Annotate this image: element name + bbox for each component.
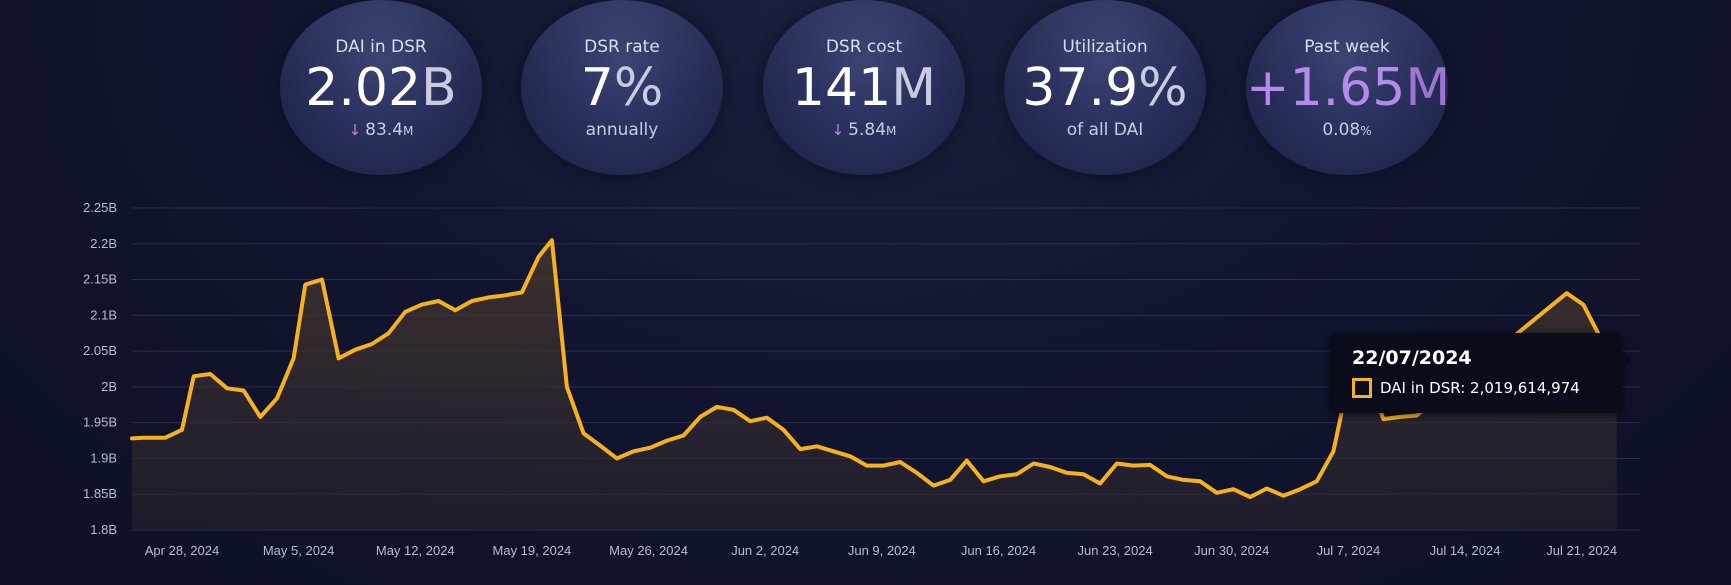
stats-row: DAI in DSR 2.02B ↓ 83.4M DSR rate 7% annu…: [0, 0, 1731, 175]
stat-subtext: of all DAI: [1066, 120, 1144, 140]
y-tick-label: 1.95B: [83, 415, 117, 430]
x-tick-label: Jun 23, 2024: [1078, 543, 1153, 558]
series-line-dai-in-dsr: [130, 238, 1619, 500]
stat-change: 0.08%: [1322, 120, 1372, 140]
arrow-down-icon: ↓: [831, 121, 845, 139]
y-tick-label: 2.15B: [83, 272, 117, 287]
dai-in-dsr-chart: 1.8B 1.85B 1.9B 1.95B 2B 2.05B 2.1B 2.15B 2.2B 2.…: [83, 200, 1640, 558]
arrow-down-icon: ↓: [348, 121, 362, 139]
x-tick-label: Jul 14, 2024: [1430, 543, 1501, 558]
x-tick-label: Jun 9, 2024: [848, 543, 916, 558]
x-tick-label: May 19, 2024: [493, 543, 572, 558]
legend-swatch-icon: [1352, 378, 1372, 398]
y-axis: 1.8B 1.85B 1.9B 1.95B 2B 2.05B 2.1B 2.15B 2.2B 2.…: [83, 200, 117, 537]
tooltip-series-label: DAI in DSR:: [1380, 379, 1471, 397]
stat-utilization: Utilization 37.9% of all DAI: [1004, 0, 1206, 175]
stat-past-week: Past week +1.65M 0.08%: [1246, 0, 1448, 175]
y-tick-label: 2.25B: [83, 200, 117, 215]
y-tick-label: 2.05B: [83, 343, 117, 358]
tooltip-date: 22/07/2024: [1352, 347, 1472, 369]
x-tick-label: Jul 7, 2024: [1317, 543, 1381, 558]
stat-label: DSR rate: [584, 37, 660, 57]
stat-value: +1.65M: [1246, 58, 1448, 118]
y-tick-label: 2.2B: [90, 236, 117, 251]
x-tick-label: Jun 16, 2024: [961, 543, 1036, 558]
stat-dsr-rate: DSR rate 7% annually: [521, 0, 723, 175]
x-tick-label: Apr 28, 2024: [145, 543, 219, 558]
stat-value: 141M: [791, 58, 937, 118]
stat-label: DSR cost: [825, 37, 903, 57]
y-tick-label: 2.1B: [90, 307, 117, 322]
chart-tooltip: 22/07/2024 DAI in DSR: 2,019,614,974: [1330, 333, 1622, 413]
x-tick-label: Jul 21, 2024: [1546, 543, 1617, 558]
stat-subtext: annually: [585, 120, 659, 140]
x-axis: Apr 28, 2024 May 5, 2024 May 12, 2024 May 1…: [145, 543, 1617, 558]
stat-dai-in-dsr: DAI in DSR 2.02B ↓ 83.4M: [280, 0, 482, 175]
stat-value: 2.02B: [305, 58, 457, 118]
stat-label: Past week: [1304, 37, 1390, 57]
x-tick-label: May 12, 2024: [376, 543, 455, 558]
x-tick-label: Jun 2, 2024: [731, 543, 799, 558]
x-tick-label: May 26, 2024: [609, 543, 688, 558]
stat-label: Utilization: [1062, 37, 1148, 57]
y-tick-label: 1.85B: [83, 486, 117, 501]
y-tick-label: 2B: [101, 379, 117, 394]
series-area-dai-in-dsr: [132, 240, 1617, 530]
tooltip-pointer: [1619, 348, 1631, 372]
x-tick-label: Jun 30, 2024: [1194, 543, 1269, 558]
y-tick-label: 1.9B: [90, 450, 117, 465]
tooltip-value: 2,019,614,974: [1470, 379, 1580, 397]
tooltip-row: DAI in DSR: 2,019,614,974: [1352, 378, 1580, 398]
stat-dsr-cost: DSR cost 141M ↓ 5.84M: [763, 0, 965, 175]
x-tick-label: May 5, 2024: [263, 543, 335, 558]
stat-value: 7%: [580, 58, 664, 118]
y-tick-label: 1.8B: [90, 522, 117, 537]
stat-label: DAI in DSR: [335, 37, 427, 57]
stat-change: ↓ 5.84M: [831, 120, 897, 140]
stat-value: 37.9%: [1022, 58, 1188, 118]
stat-change: ↓ 83.4M: [348, 120, 414, 140]
